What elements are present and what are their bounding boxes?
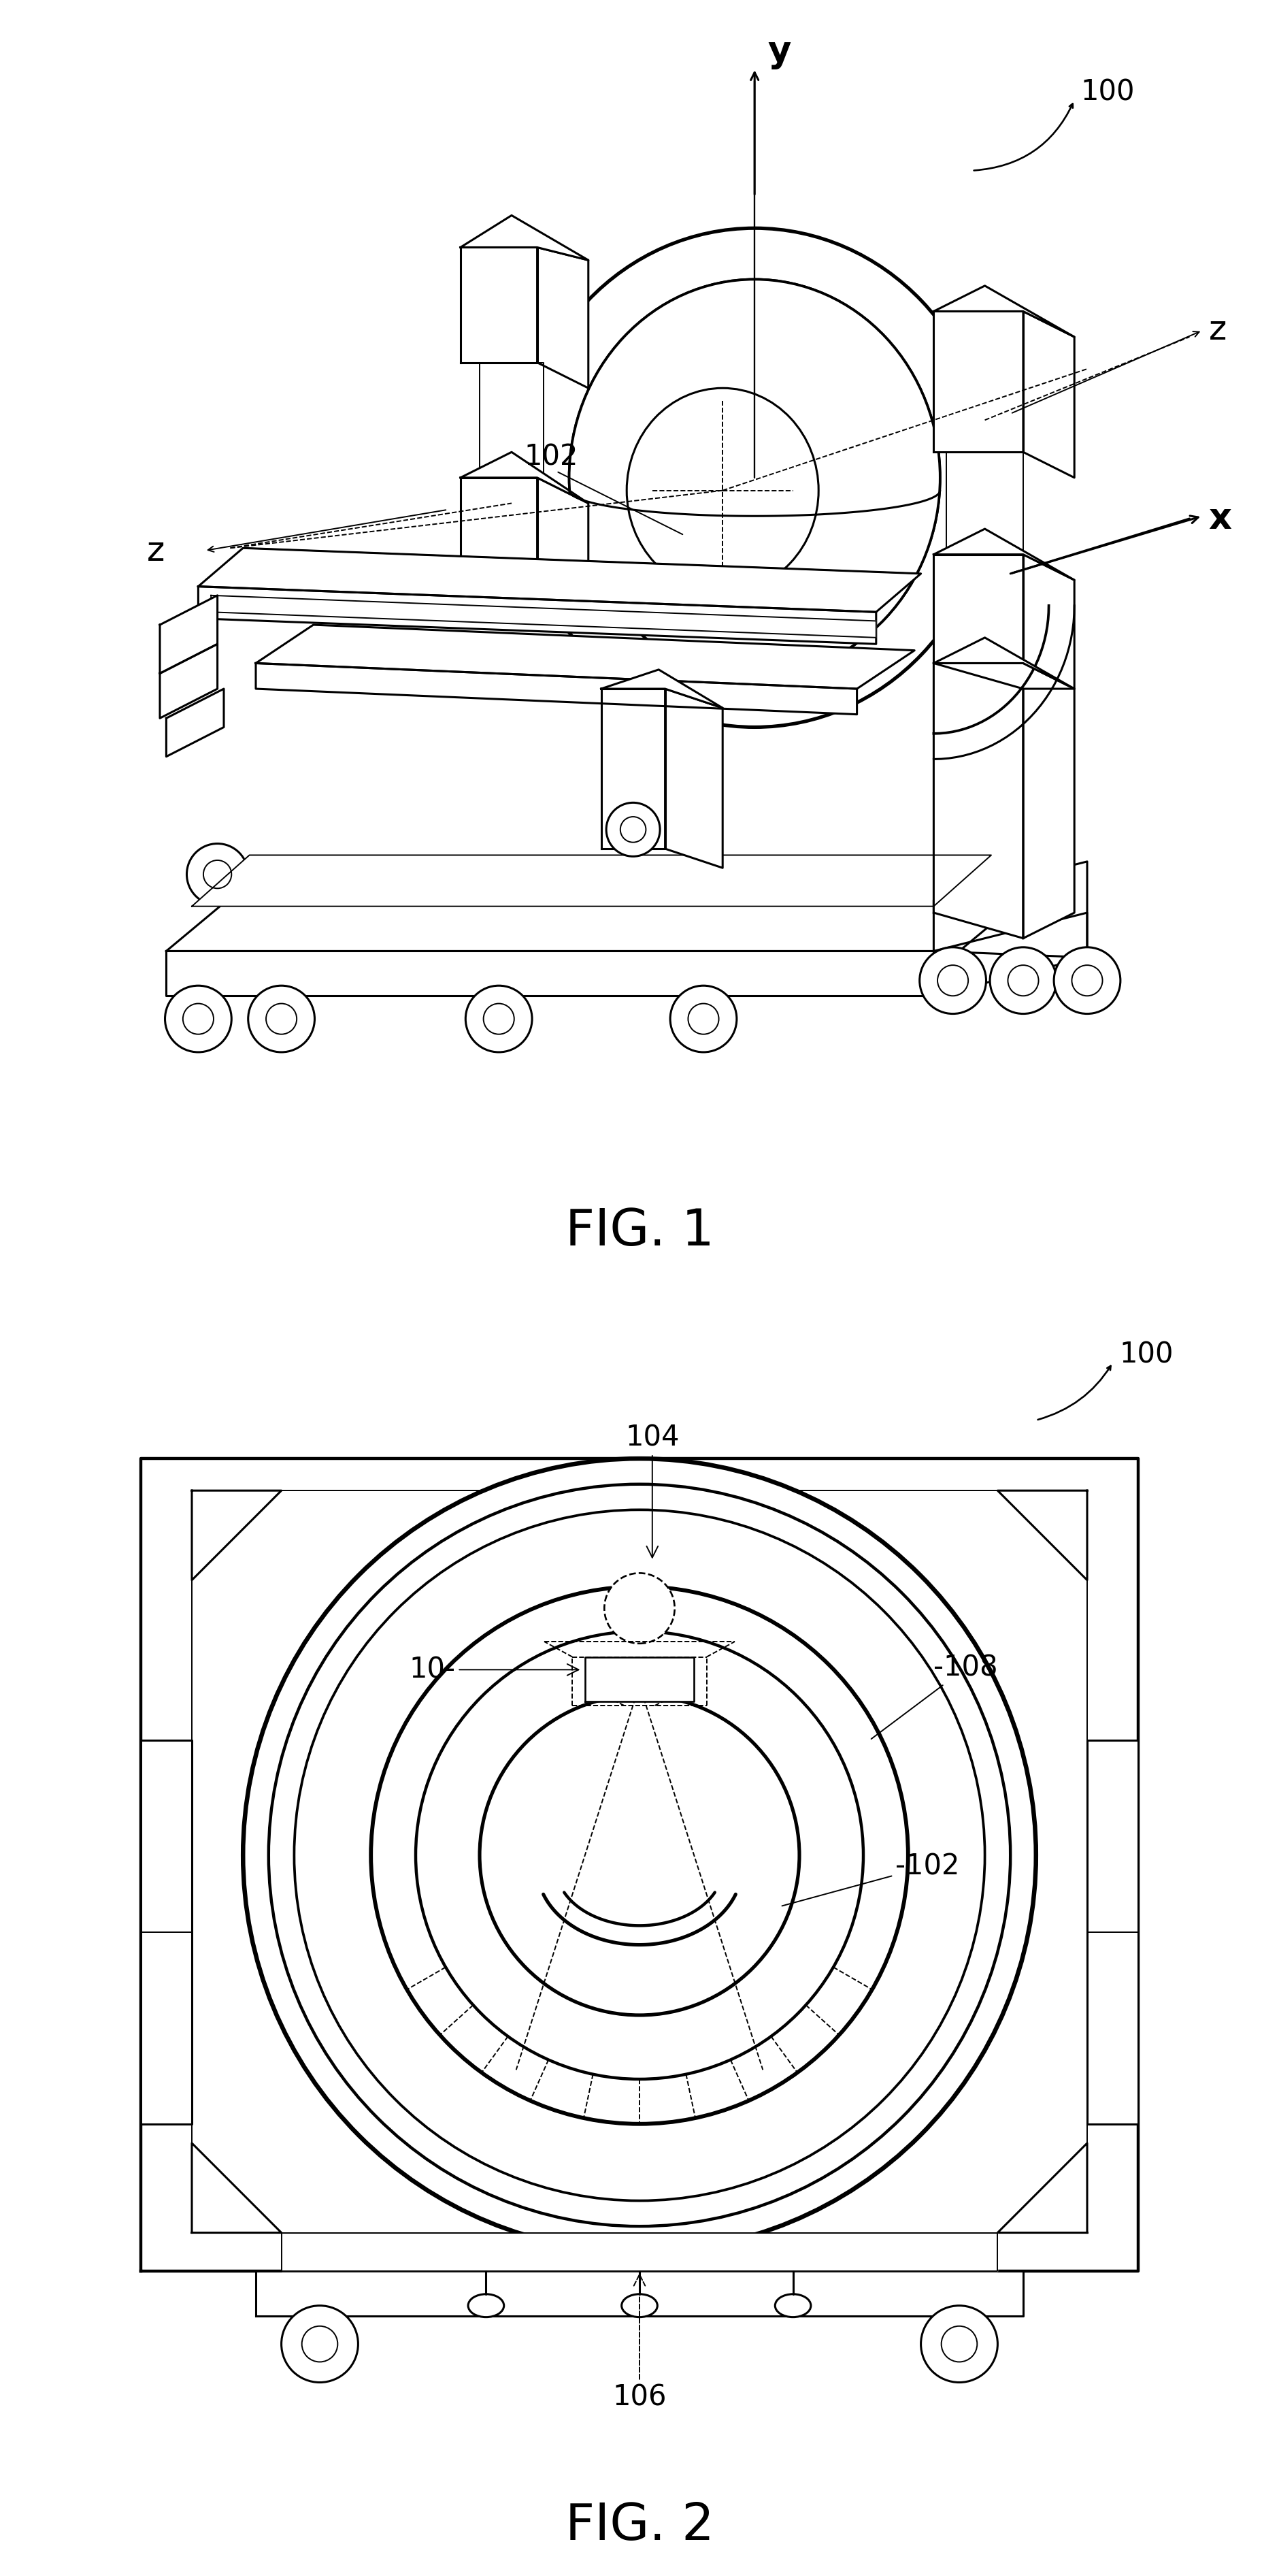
Ellipse shape (627, 389, 819, 592)
Text: 100: 100 (1081, 77, 1134, 106)
Ellipse shape (1072, 966, 1102, 997)
Ellipse shape (941, 2326, 977, 2362)
Text: z: z (147, 536, 165, 567)
Text: 104: 104 (625, 1425, 679, 1558)
Polygon shape (198, 587, 876, 644)
Polygon shape (480, 363, 544, 477)
Polygon shape (1087, 1739, 1138, 2125)
Ellipse shape (569, 278, 940, 675)
Ellipse shape (921, 2306, 998, 2383)
Polygon shape (934, 912, 1087, 997)
Polygon shape (141, 1739, 192, 2125)
Polygon shape (934, 554, 1023, 662)
Polygon shape (166, 899, 1021, 951)
Polygon shape (665, 688, 723, 868)
Polygon shape (934, 860, 1087, 958)
Polygon shape (192, 1492, 281, 1579)
Ellipse shape (416, 1631, 863, 2079)
Ellipse shape (990, 948, 1056, 1015)
Ellipse shape (483, 1005, 514, 1033)
Polygon shape (460, 477, 537, 587)
Ellipse shape (248, 987, 315, 1051)
Ellipse shape (269, 1484, 1010, 2226)
Ellipse shape (371, 1587, 908, 2125)
Polygon shape (141, 1458, 1138, 2272)
Polygon shape (166, 951, 959, 997)
Polygon shape (192, 855, 991, 907)
Ellipse shape (187, 842, 248, 904)
Text: 10-: 10- (409, 1656, 578, 1685)
Ellipse shape (243, 1458, 1036, 2251)
Polygon shape (192, 1492, 1087, 2233)
Polygon shape (460, 247, 537, 363)
Polygon shape (211, 595, 876, 639)
Polygon shape (256, 662, 857, 714)
Text: y: y (767, 33, 790, 70)
Ellipse shape (620, 817, 646, 842)
Polygon shape (934, 286, 1074, 337)
Polygon shape (281, 2233, 998, 2272)
Polygon shape (198, 549, 921, 613)
Ellipse shape (688, 1005, 719, 1033)
Ellipse shape (480, 1695, 799, 2014)
Ellipse shape (920, 948, 986, 1015)
Text: -102: -102 (781, 1852, 959, 1906)
Ellipse shape (302, 2326, 338, 2362)
Polygon shape (1023, 688, 1074, 938)
Polygon shape (166, 688, 224, 757)
Ellipse shape (266, 1005, 297, 1033)
Polygon shape (586, 1656, 693, 1703)
Polygon shape (934, 528, 1074, 580)
Ellipse shape (294, 1510, 985, 2200)
Polygon shape (998, 2143, 1087, 2233)
Polygon shape (1023, 312, 1074, 477)
Ellipse shape (183, 1005, 214, 1033)
Polygon shape (934, 662, 1023, 938)
Text: 102: 102 (524, 443, 578, 471)
Polygon shape (601, 688, 665, 848)
Ellipse shape (604, 1574, 675, 1643)
Ellipse shape (569, 278, 940, 675)
Ellipse shape (466, 987, 532, 1051)
Ellipse shape (1054, 948, 1120, 1015)
Ellipse shape (622, 2295, 657, 2318)
Polygon shape (256, 2272, 1023, 2316)
Ellipse shape (670, 987, 737, 1051)
Ellipse shape (775, 2295, 811, 2318)
Text: x: x (1209, 500, 1232, 536)
Ellipse shape (281, 2306, 358, 2383)
Text: FIG. 2: FIG. 2 (565, 2501, 714, 2550)
Ellipse shape (1008, 966, 1039, 997)
Polygon shape (537, 247, 588, 389)
Polygon shape (256, 626, 914, 688)
Polygon shape (946, 451, 1023, 554)
Text: z: z (1209, 314, 1227, 345)
Text: 106: 106 (613, 2275, 666, 2411)
Polygon shape (934, 312, 1023, 451)
Ellipse shape (518, 229, 991, 726)
Polygon shape (537, 477, 588, 613)
Text: FIG. 1: FIG. 1 (565, 1206, 714, 1257)
Polygon shape (160, 644, 217, 719)
Polygon shape (934, 639, 1074, 688)
Polygon shape (192, 2143, 281, 2233)
Ellipse shape (203, 860, 231, 889)
Polygon shape (601, 670, 723, 708)
Ellipse shape (468, 2295, 504, 2318)
Text: 100: 100 (1119, 1340, 1173, 1368)
Polygon shape (1023, 554, 1074, 688)
Polygon shape (998, 1492, 1087, 1579)
Polygon shape (160, 595, 217, 672)
Polygon shape (460, 451, 588, 502)
Ellipse shape (938, 966, 968, 997)
Polygon shape (460, 216, 588, 260)
Ellipse shape (165, 987, 231, 1051)
Text: -108: -108 (871, 1654, 998, 1739)
Ellipse shape (606, 804, 660, 855)
